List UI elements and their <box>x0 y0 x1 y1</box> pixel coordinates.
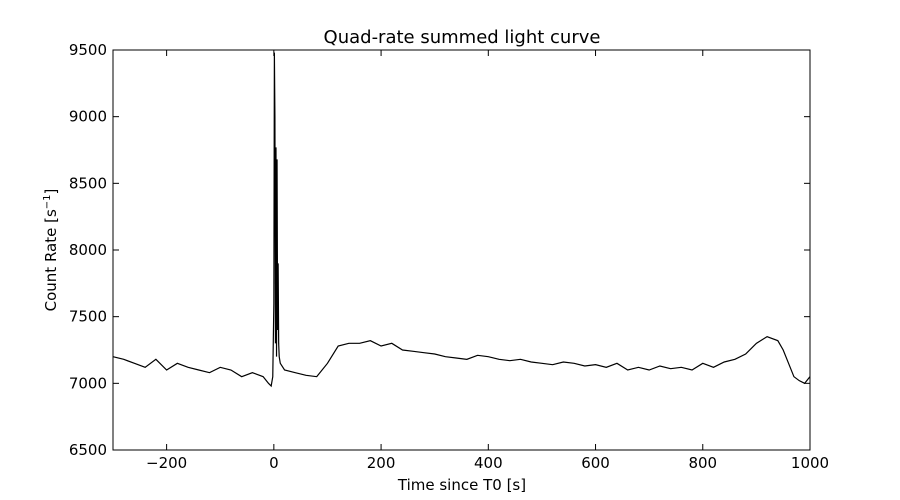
y-tick-label: 6500 <box>69 441 107 459</box>
x-tick-label: −200 <box>146 454 187 472</box>
x-tick-label: 200 <box>367 454 396 472</box>
y-axis-label-main: Count Rate [s <box>42 209 60 311</box>
plot-frame <box>112 49 811 451</box>
x-tick-label: 600 <box>581 454 610 472</box>
y-axis-label: Count Rate [s−1] <box>42 189 60 312</box>
y-axis: 6500 7000 7500 8000 8500 9000 9500 <box>69 41 810 459</box>
y-tick-label: 7000 <box>69 374 107 392</box>
x-axis-label: Time since T0 [s] <box>397 476 526 494</box>
x-axis: −200 0 200 400 600 800 1000 <box>146 50 829 472</box>
plot-area <box>112 49 811 451</box>
y-tick-label: 7500 <box>69 308 107 326</box>
y-tick-label: 9500 <box>69 41 107 59</box>
y-tick-label: 8500 <box>69 174 107 192</box>
chart-title: Quad-rate summed light curve <box>324 27 601 48</box>
x-tick-label: 0 <box>269 454 279 472</box>
x-tick-label: 400 <box>474 454 503 472</box>
y-tick-label: 8000 <box>69 241 107 259</box>
series-line-0 <box>112 52 811 388</box>
x-tick-label: 800 <box>688 454 717 472</box>
y-axis-label-end: ] <box>42 189 60 195</box>
x-tick-label: 1000 <box>791 454 829 472</box>
y-tick-label: 9000 <box>69 108 107 126</box>
y-axis-label-superscript: −1 <box>42 194 53 209</box>
